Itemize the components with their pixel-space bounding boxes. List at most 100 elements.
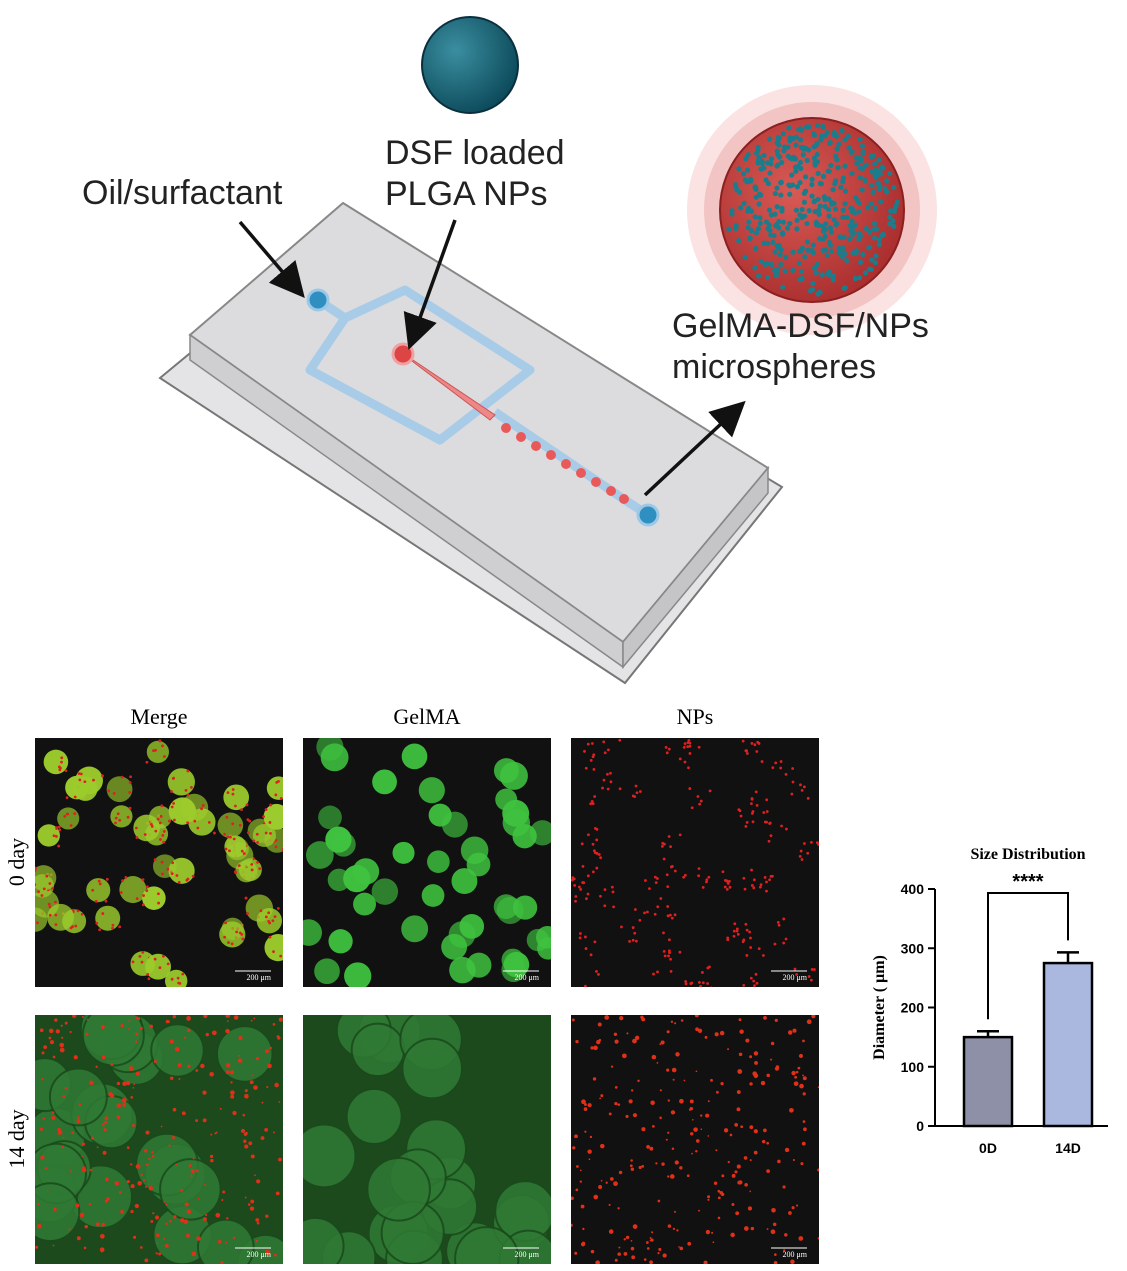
np-dot: [794, 184, 800, 190]
np: [83, 1246, 87, 1250]
np-dot: [850, 230, 857, 236]
np: [262, 815, 265, 819]
micrograph: 200 μm: [303, 1015, 551, 1264]
np: [618, 738, 622, 742]
label: GelMA-DSF/NPs: [672, 307, 929, 345]
np: [684, 982, 688, 986]
np: [51, 1116, 56, 1120]
np: [742, 876, 746, 880]
np: [798, 854, 802, 858]
np: [763, 820, 767, 824]
np: [610, 1065, 614, 1068]
np: [749, 1125, 754, 1130]
np: [802, 1092, 806, 1096]
cell: [499, 761, 528, 790]
np: [51, 1111, 55, 1115]
np: [757, 947, 761, 951]
np: [632, 1113, 638, 1118]
np-dot: [834, 146, 840, 152]
np: [787, 1030, 793, 1035]
np: [782, 1185, 786, 1189]
row-label: 14 day: [4, 1109, 29, 1168]
np: [224, 921, 228, 925]
cell: [460, 836, 489, 865]
np-dot: [791, 154, 797, 160]
np: [279, 954, 283, 958]
np: [737, 808, 741, 812]
cell: [159, 1158, 222, 1221]
np: [763, 876, 767, 879]
np-dot: [780, 131, 786, 137]
np: [697, 867, 701, 871]
np: [707, 1198, 710, 1201]
np-dot: [845, 133, 851, 139]
np: [171, 1136, 175, 1140]
np-dot: [890, 218, 896, 224]
np: [104, 1177, 109, 1182]
np: [679, 1166, 683, 1170]
np-dot: [867, 229, 873, 235]
np: [707, 875, 711, 879]
np: [238, 823, 242, 827]
np: [800, 858, 804, 861]
np: [202, 1090, 207, 1095]
np-dot: [780, 284, 786, 290]
np: [619, 1016, 624, 1021]
significance-bracket: [987, 892, 1069, 1020]
np: [173, 818, 176, 822]
np: [673, 869, 677, 873]
np-dot: [762, 261, 768, 268]
np: [271, 919, 275, 923]
np: [145, 1163, 149, 1167]
np: [81, 1142, 86, 1146]
np: [792, 1028, 797, 1033]
np: [94, 899, 98, 903]
np: [175, 874, 179, 877]
np: [221, 1199, 224, 1202]
np-dot: [824, 252, 830, 259]
np: [247, 1203, 251, 1206]
np: [571, 878, 574, 882]
np: [233, 870, 237, 874]
np: [731, 1173, 736, 1178]
np-dot: [844, 214, 850, 221]
np: [246, 818, 250, 822]
np: [35, 1177, 36, 1180]
np: [817, 1086, 819, 1089]
np: [567, 873, 570, 876]
np: [272, 1023, 276, 1026]
np: [250, 868, 254, 872]
cell: [401, 743, 428, 770]
np: [599, 856, 602, 860]
image-bg: [571, 738, 819, 987]
np: [706, 982, 709, 985]
np: [784, 1147, 790, 1153]
np: [589, 758, 593, 762]
cell: [526, 928, 550, 952]
np: [754, 790, 758, 794]
np: [80, 912, 84, 916]
cell: [37, 824, 60, 847]
np: [631, 926, 635, 929]
np: [147, 977, 151, 981]
np-dot: [822, 233, 828, 239]
np-dot: [755, 226, 762, 232]
np: [696, 795, 700, 798]
np: [227, 941, 230, 944]
np-dot: [831, 217, 837, 223]
np: [140, 1173, 143, 1176]
np: [653, 912, 657, 916]
np: [753, 1051, 759, 1056]
np: [24, 912, 27, 915]
np: [196, 1236, 201, 1241]
np: [755, 803, 759, 807]
np: [264, 1049, 269, 1054]
np-dot: [786, 125, 792, 131]
np: [769, 874, 773, 878]
np: [160, 860, 164, 864]
np: [102, 1150, 107, 1155]
np: [114, 1180, 120, 1186]
np: [191, 874, 195, 878]
np-dot: [809, 193, 815, 199]
np: [666, 1068, 670, 1072]
